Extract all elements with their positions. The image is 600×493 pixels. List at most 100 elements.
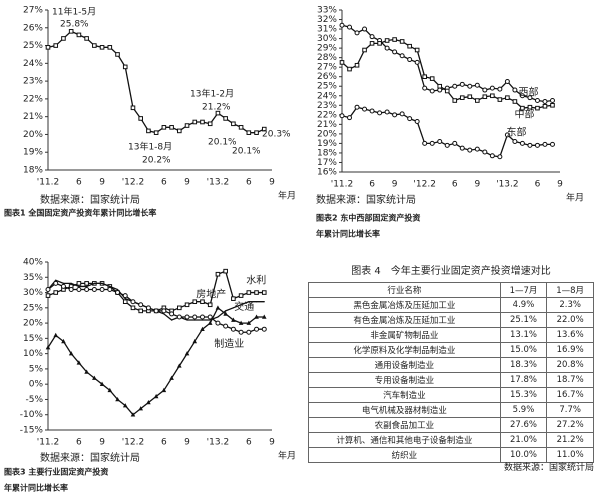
row: 纺织业 10.0% 11.0% xyxy=(308,447,594,463)
point xyxy=(199,314,205,320)
point xyxy=(429,76,435,81)
point xyxy=(414,47,420,53)
y-tick-label: 35% xyxy=(23,273,43,283)
point xyxy=(254,314,259,319)
point xyxy=(238,320,244,325)
point xyxy=(153,130,159,135)
point xyxy=(254,290,259,295)
x-axis-label: 年月 xyxy=(566,192,584,204)
point xyxy=(362,106,368,112)
point xyxy=(70,282,72,284)
point xyxy=(474,146,480,152)
series-label: 东部 xyxy=(506,125,526,138)
point xyxy=(339,22,345,28)
x-tick-label: '13.2 xyxy=(207,178,230,188)
point xyxy=(369,41,375,46)
point xyxy=(130,105,136,111)
point xyxy=(482,87,488,93)
annotation: 21.2% xyxy=(202,103,231,113)
point xyxy=(505,95,510,100)
point xyxy=(124,298,126,300)
cell: 5.9% xyxy=(499,402,548,418)
point xyxy=(92,43,97,48)
cell: 15.3% xyxy=(499,387,548,403)
cell: 27.6% xyxy=(499,417,548,433)
x-tick-label: 6 xyxy=(246,178,252,188)
cell: 13.1% xyxy=(499,327,548,343)
point xyxy=(99,286,105,292)
point xyxy=(169,375,174,380)
point xyxy=(240,304,242,306)
cell: 20.8% xyxy=(546,357,594,373)
point xyxy=(138,116,143,121)
point xyxy=(512,99,518,104)
point xyxy=(146,400,151,405)
x-tick-label: 9 xyxy=(99,178,105,188)
annotation: 20.1% xyxy=(208,138,237,148)
point xyxy=(399,53,405,59)
header-row: 行业名称 1—7月 1—8月 xyxy=(308,282,594,298)
x-tick-label: 9 xyxy=(557,180,563,190)
point xyxy=(192,119,198,125)
point xyxy=(223,268,228,274)
point xyxy=(192,314,198,320)
point xyxy=(130,412,136,417)
point xyxy=(145,305,151,311)
point xyxy=(519,93,525,99)
point xyxy=(482,149,488,155)
header-cell: 1—8月 xyxy=(546,282,594,298)
x-tick-label: 6 xyxy=(76,438,82,448)
point xyxy=(231,317,236,322)
y-tick-label: 30% xyxy=(23,288,43,298)
point xyxy=(231,121,236,127)
point xyxy=(84,36,89,41)
point xyxy=(261,126,267,132)
row: 电气机械及器材制造业 5.9% 7.7% xyxy=(308,402,594,418)
point xyxy=(254,130,259,135)
point xyxy=(153,393,159,399)
point xyxy=(116,288,119,291)
point xyxy=(347,66,352,72)
point xyxy=(192,299,198,305)
point xyxy=(107,45,113,50)
row: 非金属矿物制品业 13.1% 13.6% xyxy=(308,327,594,343)
point xyxy=(163,313,165,315)
point xyxy=(169,311,175,317)
point xyxy=(261,290,267,295)
caption: 年累计同比增长率 xyxy=(316,229,380,239)
point xyxy=(84,369,89,374)
source: 数据来源：国家统计局 xyxy=(40,451,140,464)
x-tick-label: 9 xyxy=(269,438,275,448)
series-label: 制造业 xyxy=(214,337,244,350)
point xyxy=(489,85,495,91)
point xyxy=(99,381,105,386)
point xyxy=(161,125,167,130)
y-tick-label: 25% xyxy=(23,41,43,51)
point xyxy=(347,24,353,30)
point xyxy=(45,45,51,50)
y-tick-label: 20% xyxy=(23,319,43,329)
point xyxy=(91,286,97,292)
point xyxy=(459,145,465,151)
point xyxy=(377,41,382,46)
point xyxy=(362,47,367,53)
point xyxy=(115,52,120,57)
point xyxy=(246,329,252,335)
point xyxy=(225,310,227,312)
point xyxy=(84,281,89,286)
point xyxy=(153,308,159,314)
cell: 13.6% xyxy=(546,327,594,343)
annotation: 13年1-2月 xyxy=(190,88,234,100)
point xyxy=(354,62,360,68)
point xyxy=(248,301,250,303)
y-tick-label: 24% xyxy=(317,91,337,101)
cell: 15.0% xyxy=(499,342,548,358)
point xyxy=(230,326,236,332)
row: 农副食品加工业 27.6% 27.2% xyxy=(308,417,594,433)
point xyxy=(520,105,525,111)
cell: 18.3% xyxy=(499,357,548,373)
cell: 有色金属冶炼及压延加工业 xyxy=(308,312,501,328)
point xyxy=(452,140,458,146)
point xyxy=(362,26,368,32)
